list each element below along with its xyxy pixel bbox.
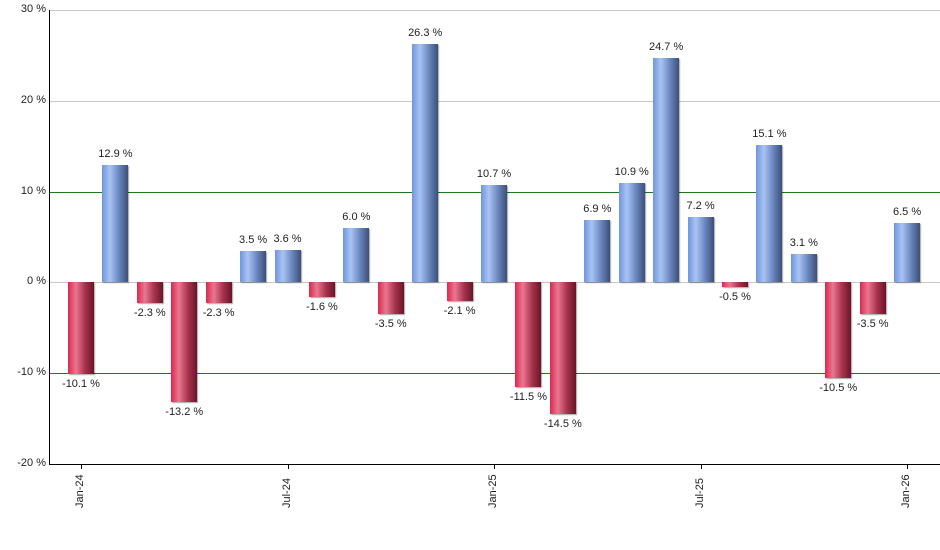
y-tick-label: 10 % (20, 185, 46, 197)
bar-value-label: -13.2 % (165, 406, 204, 419)
bar-feb-24 (102, 165, 129, 283)
bar-apr-24 (171, 282, 198, 403)
reference-line (49, 373, 940, 374)
bar-value-label: -0.5 % (719, 290, 751, 303)
x-tick-label: Jan-26 (900, 474, 912, 508)
y-tick-label: 30 % (20, 3, 46, 15)
bar-value-label: 24.7 % (649, 41, 684, 54)
bar-jan-25 (481, 185, 508, 283)
bar-sep-25 (756, 145, 783, 283)
bar-aug-25 (721, 282, 748, 287)
bar-value-label: 7.2 % (686, 200, 715, 213)
y-tick-label: -20 % (17, 457, 46, 469)
bar-value-label: -11.5 % (509, 390, 547, 403)
bar-value-label: -3.5 % (374, 318, 407, 331)
x-tick-mark (288, 464, 289, 469)
bar-value-label: -3.5 % (856, 318, 889, 331)
bar-value-label: 6.0 % (342, 210, 371, 223)
bar-value-label: 6.5 % (893, 206, 922, 219)
bar-oct-24 (377, 282, 404, 315)
y-tick-label: 20 % (20, 94, 46, 106)
bar-dec-24 (446, 282, 473, 302)
y-tick-label: 0 % (27, 275, 46, 287)
bar-nov-24 (412, 43, 439, 283)
x-tick-label: Jul-25 (694, 478, 706, 508)
bar-value-label: 3.5 % (239, 233, 268, 246)
bar-nov-25 (825, 282, 852, 378)
bar-may-24 (205, 282, 232, 304)
bar-value-label: 3.6 % (273, 232, 302, 245)
bar-jan-26 (894, 223, 921, 283)
bar-value-label: 10.7 % (476, 168, 512, 181)
bar-may-25 (618, 183, 645, 283)
bar-value-label: -2.3 % (133, 307, 166, 320)
bar-sep-24 (343, 227, 370, 283)
bar-mar-25 (549, 282, 576, 415)
bar-value-label: 6.9 % (583, 202, 612, 215)
bar-jul-25 (687, 217, 714, 283)
y-tick-label: -10 % (17, 366, 46, 378)
y-axis-line (49, 10, 50, 464)
bar-value-label: -10.5 % (819, 381, 858, 394)
bar-value-label: -2.3 % (202, 307, 235, 320)
gridline (49, 282, 940, 283)
bar-apr-25 (584, 219, 611, 283)
bar-value-label: -1.6 % (306, 300, 338, 313)
bar-jun-24 (240, 250, 267, 283)
bar-dec-25 (859, 282, 886, 315)
gridline (49, 10, 940, 11)
x-tick-mark (494, 464, 495, 469)
bar-jan-24 (68, 282, 94, 375)
bar-value-label: 26.3 % (408, 26, 443, 39)
bar-jul-24 (274, 249, 301, 283)
bar-value-label: 10.9 % (614, 166, 649, 179)
bar-mar-24 (136, 282, 163, 304)
x-tick-mark (81, 464, 82, 469)
x-tick-mark (701, 464, 702, 469)
bar-oct-25 (790, 254, 817, 283)
bar-value-label: -14.5 % (543, 418, 582, 431)
bar-jun-25 (653, 58, 680, 283)
bar-value-label: 15.1 % (752, 128, 787, 141)
bar-value-label: -2.1 % (443, 305, 476, 318)
bar-value-label: -10.1 % (62, 378, 100, 391)
bar-aug-24 (308, 282, 335, 297)
x-tick-label: Jan-24 (74, 474, 86, 508)
x-tick-label: Jul-24 (281, 478, 293, 508)
gridline (49, 101, 940, 102)
x-tick-label: Jan-25 (487, 474, 499, 508)
x-tick-mark (907, 464, 908, 469)
bar-value-label: 12.9 % (98, 148, 133, 161)
bar-value-label: 3.1 % (789, 237, 818, 250)
bar-feb-25 (515, 282, 542, 387)
